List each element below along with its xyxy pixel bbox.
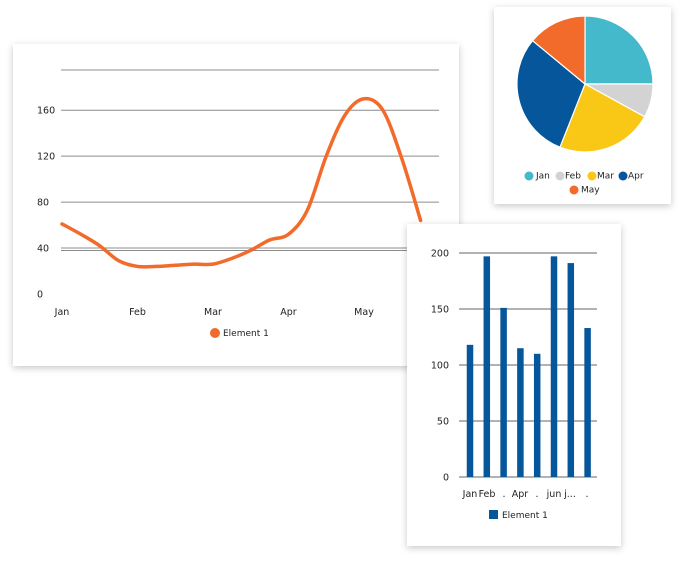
y-tick-label: 0	[37, 290, 43, 301]
pie-chart-card: Jan Feb Mar Apr May	[494, 7, 671, 204]
line-chart: 0 40 80 120 160 Jan Feb Mar Apr May Element 1	[37, 69, 439, 339]
y-tick-label: 160	[37, 106, 55, 117]
series-line	[60, 96, 423, 269]
y-tick-label: 150	[431, 305, 449, 316]
legend-label: Apr	[628, 172, 644, 182]
legend-label: Element 1	[502, 511, 548, 521]
x-tick-label: Mar	[204, 307, 222, 318]
legend-marker	[489, 510, 498, 519]
y-tick-label: 120	[37, 152, 55, 163]
pie-slice	[516, 39, 586, 149]
y-tick-label: 100	[431, 361, 449, 372]
x-tick-label: Apr	[512, 489, 529, 500]
y-tick-label: 80	[37, 198, 49, 209]
legend-label: Jan	[535, 172, 550, 182]
legend-marker	[587, 171, 597, 181]
legend-label: Feb	[565, 172, 581, 182]
x-tick-label: .	[535, 489, 538, 500]
bar-chart: 0 50 100 150 200 Jan Feb. Apr. jun j... . Element 1	[431, 249, 597, 521]
x-tick-label: Feb	[479, 489, 496, 500]
pie-slice	[559, 83, 646, 153]
x-tick-label: .	[585, 489, 588, 500]
pie-chart: Jan Feb Mar Apr May	[516, 15, 654, 196]
legend-marker	[555, 171, 565, 181]
legend-marker	[618, 171, 628, 181]
x-tick-label: Jan	[462, 489, 478, 500]
pie-slice	[584, 15, 654, 85]
bar	[500, 307, 507, 477]
x-tick-label: May	[354, 307, 374, 318]
line-chart-card: 0 40 80 120 160 Jan Feb Mar Apr May Element 1	[13, 44, 459, 366]
bar-chart-card: 0 50 100 150 200 Jan Feb. Apr. jun j.... Element 1	[407, 224, 621, 546]
y-tick-label: 200	[431, 249, 449, 260]
x-tick-label: Jan	[54, 307, 70, 318]
legend-label: Element 1	[223, 329, 269, 339]
legend-marker	[569, 185, 579, 195]
bar	[466, 344, 474, 477]
legend-label: Mar	[597, 172, 614, 182]
x-tick-label: .	[502, 489, 505, 500]
y-tick-label: 40	[37, 244, 49, 255]
bar	[533, 353, 541, 477]
y-tick-label: 0	[443, 473, 449, 484]
bar	[483, 256, 491, 477]
bar	[550, 256, 558, 477]
y-tick-label: 50	[437, 417, 449, 428]
legend-label: May	[581, 186, 600, 196]
bar	[567, 263, 575, 477]
x-tick-label: Feb	[129, 307, 146, 318]
x-tick-label: j...	[563, 489, 576, 500]
legend-marker	[524, 171, 534, 181]
x-tick-label: jun	[546, 489, 562, 500]
x-tick-label: Apr	[280, 307, 297, 318]
legend-marker	[210, 328, 220, 338]
bar	[584, 328, 591, 477]
pie-slice	[531, 15, 586, 86]
bar	[517, 348, 524, 477]
